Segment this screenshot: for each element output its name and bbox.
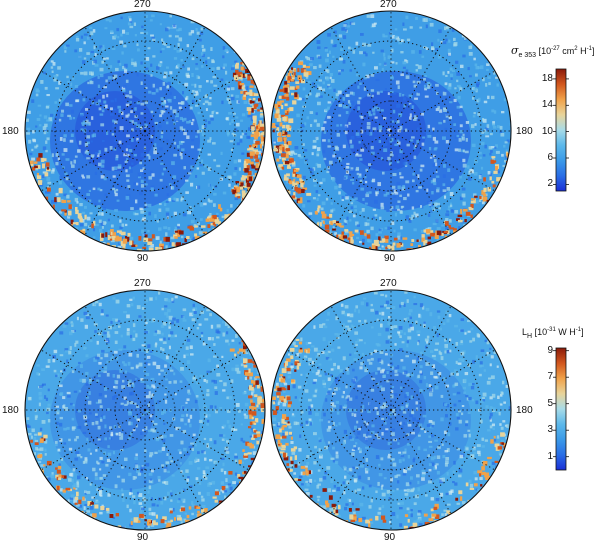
colorbar-tick-label: 9 [547,344,553,356]
colorbar-tick-label: 10 [541,125,553,137]
top-left-label-270: 270 [134,0,151,10]
hemisphere-bottom-row-right [270,289,512,531]
bottom-left-label-180: 180 [2,405,19,416]
colorbar-tick-label: 1 [547,450,553,462]
colorbar-tick-label: 14 [541,99,553,111]
bottom-right-label-90: 90 [384,532,396,543]
colorbar-tick-label: 18 [541,72,553,84]
colorbar-top-row [553,68,569,192]
hemisphere-top-row-right [270,10,512,252]
hemisphere-top-row-left [24,10,266,252]
colorbar-tick-label: 2 [547,178,553,190]
colorbar-tick-label: 5 [547,397,553,409]
top-left-label-180: 180 [2,126,19,137]
top-left-label-90: 90 [137,253,149,264]
bottom-left-label-90: 90 [137,532,149,543]
top-colorbar-title: σe 353 [10-27 cm2 H-1] [511,44,595,59]
colorbar-tick-label: 7 [547,371,553,383]
top-right-label-90: 90 [384,253,396,264]
hemisphere-bottom-row-left [24,289,266,531]
bottom-right-label-180: 180 [516,405,533,416]
top-right-label-270: 270 [380,0,397,10]
bottom-left-label-270: 270 [134,278,151,289]
bottom-colorbar-title: LH [10-31 W H-1] [522,327,584,340]
bottom-right-label-270: 270 [380,278,397,289]
top-right-label-180: 180 [516,126,533,137]
colorbar-bottom-row [553,347,569,471]
colorbar-tick-label: 3 [547,424,553,436]
colorbar-tick-label: 6 [547,152,553,164]
